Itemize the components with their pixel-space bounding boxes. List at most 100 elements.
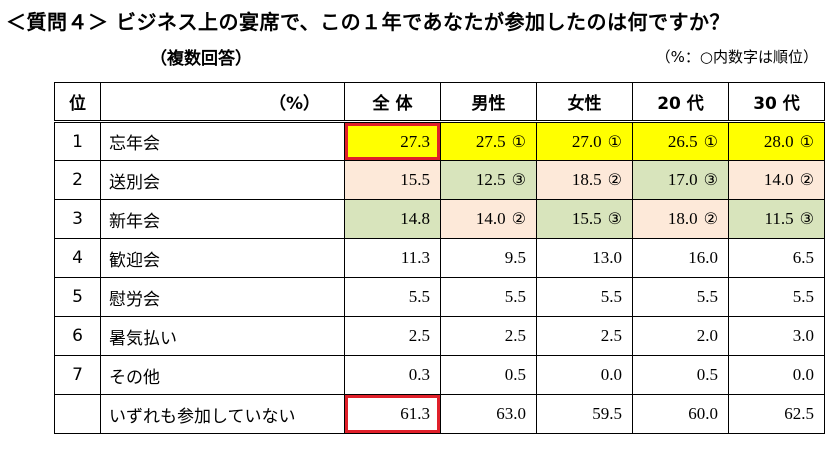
value-cell: 15.5 [344, 160, 441, 200]
percent-value: 6.5 [792, 248, 814, 267]
value-cell: 27.3 [344, 121, 441, 161]
value-cell: 63.0 [440, 394, 537, 434]
value-cell: 2.5 [536, 316, 633, 356]
percent-value: 5.5 [408, 287, 430, 306]
item-label-cell: 慰労会 [100, 277, 345, 317]
percent-value: 0.5 [504, 365, 526, 384]
header-unit: （%） [100, 82, 345, 123]
value-cell: 15.5 ③ [536, 199, 633, 239]
rank-badge: ② [703, 209, 718, 228]
item-label-cell: 新年会 [100, 199, 345, 239]
rank-cell: 2 [54, 160, 101, 200]
percent-value: 2.5 [600, 326, 622, 345]
table-row: 6 暑気払い 2.5 2.5 2.5 2.0 3.0 [54, 316, 825, 356]
table-row: いずれも参加していない 61.3 63.0 59.5 60.0 62.5 [54, 394, 825, 434]
percent-value: 62.5 [784, 404, 814, 423]
table-row: 5 慰労会 5.5 5.5 5.5 5.5 5.5 [54, 277, 825, 317]
percent-value: 63.0 [496, 404, 526, 423]
rank-cell [54, 394, 101, 434]
percent-value: 9.5 [504, 248, 526, 267]
percent-value: 12.5 [475, 170, 506, 189]
percent-value: 17.0 [667, 170, 698, 189]
header-female: 女性 [536, 82, 633, 123]
value-cell: 11.3 [344, 238, 441, 278]
value-cell: 6.5 [728, 238, 825, 278]
unit-note: （%：○内数字は順位） [655, 48, 818, 66]
percent-value: 59.5 [592, 404, 622, 423]
percent-value: 61.3 [400, 404, 430, 423]
table-row: 1 忘年会 27.3 27.5 ① 27.0 ① 26.5 ① 28.0 ① [54, 121, 825, 161]
value-cell: 5.5 [536, 277, 633, 317]
table-header-row: 位 （%） 全 体 男性 女性 20 代 30 代 [54, 82, 825, 123]
value-cell: 0.0 [728, 355, 825, 395]
percent-value: 27.0 [571, 131, 602, 151]
value-cell: 3.0 [728, 316, 825, 356]
percent-value: 2.5 [504, 326, 526, 345]
answer-type-subtitle: （複数回答） [150, 49, 252, 69]
value-cell: 0.3 [344, 355, 441, 395]
percent-value: 11.5 [764, 209, 794, 228]
item-label-cell: 送別会 [100, 160, 345, 200]
percent-value: 28.0 [763, 131, 794, 151]
value-cell: 59.5 [536, 394, 633, 434]
item-label-cell: いずれも参加していない [100, 394, 345, 434]
percent-value: 11.3 [400, 248, 430, 267]
percent-value: 5.5 [696, 287, 718, 306]
value-cell: 0.0 [536, 355, 633, 395]
percent-value: 0.3 [408, 365, 430, 384]
item-label-cell: 暑気払い [100, 316, 345, 356]
value-cell: 2.0 [632, 316, 729, 356]
value-cell: 5.5 [344, 277, 441, 317]
percent-value: 5.5 [792, 287, 814, 306]
percent-value: 0.0 [792, 365, 814, 384]
rank-badge: ③ [703, 170, 718, 189]
percent-value: 15.5 [571, 209, 602, 228]
rank-badge: ① [511, 131, 526, 151]
rank-cell: 7 [54, 355, 101, 395]
table-row: 2 送別会 15.5 12.5 ③ 18.5 ② 17.0 ③ 14.0 ② [54, 160, 825, 200]
value-cell: 2.5 [344, 316, 441, 356]
percent-value: 5.5 [600, 287, 622, 306]
value-cell: 14.0 ② [728, 160, 825, 200]
rank-badge: ① [607, 131, 622, 151]
percent-value: 3.0 [792, 326, 814, 345]
percent-value: 2.0 [696, 326, 718, 345]
survey-question-title: ＜質問４＞ ビジネス上の宴席で、この１年であなたが参加したのは何ですか？ [6, 10, 730, 34]
percent-value: 26.5 [667, 131, 698, 151]
value-cell: 12.5 ③ [440, 160, 537, 200]
rank-cell: 6 [54, 316, 101, 356]
header-30s: 30 代 [728, 82, 825, 123]
value-cell: 18.0 ② [632, 199, 729, 239]
item-label-cell: 歓迎会 [100, 238, 345, 278]
percent-value: 27.3 [400, 131, 430, 151]
results-table: 位 （%） 全 体 男性 女性 20 代 30 代 1 忘年会 27.3 27.5 ① 2… [54, 82, 825, 434]
rank-badge: ② [511, 209, 526, 228]
value-cell: 60.0 [632, 394, 729, 434]
rank-badge: ① [703, 131, 718, 151]
value-cell: 5.5 [632, 277, 729, 317]
value-cell: 11.5 ③ [728, 199, 825, 239]
header-overall: 全 体 [344, 82, 441, 123]
rank-badge: ② [799, 170, 814, 189]
percent-value: 18.0 [667, 209, 698, 228]
percent-value: 18.5 [571, 170, 602, 189]
value-cell: 61.3 [344, 394, 441, 434]
value-cell: 5.5 [728, 277, 825, 317]
rank-cell: 5 [54, 277, 101, 317]
table-row: 7 その他 0.3 0.5 0.0 0.5 0.0 [54, 355, 825, 395]
value-cell: 0.5 [440, 355, 537, 395]
value-cell: 27.5 ① [440, 121, 537, 161]
header-male: 男性 [440, 82, 537, 123]
value-cell: 26.5 ① [632, 121, 729, 161]
value-cell: 0.5 [632, 355, 729, 395]
value-cell: 18.5 ② [536, 160, 633, 200]
value-cell: 5.5 [440, 277, 537, 317]
percent-value: 14.0 [475, 209, 506, 228]
value-cell: 13.0 [536, 238, 633, 278]
item-label-cell: 忘年会 [100, 121, 345, 161]
value-cell: 27.0 ① [536, 121, 633, 161]
rank-cell: 4 [54, 238, 101, 278]
percent-value: 0.5 [696, 365, 718, 384]
percent-value: 14.0 [763, 170, 794, 189]
percent-value: 60.0 [688, 404, 718, 423]
